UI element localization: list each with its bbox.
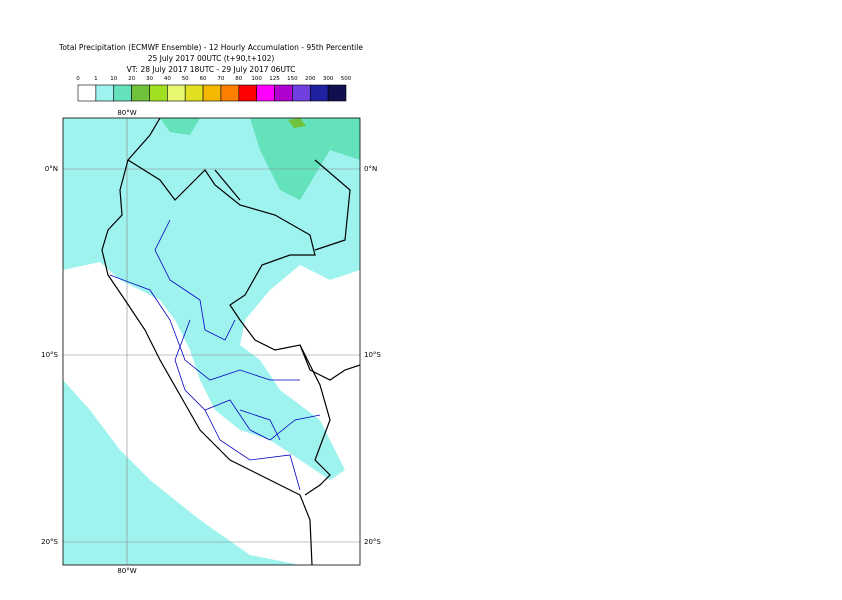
lat-label: 0°N (364, 165, 377, 173)
legend-label: 150 (287, 76, 298, 82)
legend-label: 125 (269, 76, 280, 82)
precip-area (250, 118, 360, 200)
legend-label: 500 (341, 76, 352, 82)
legend-swatch (95, 84, 115, 102)
map (63, 118, 360, 565)
legend-swatch (274, 84, 293, 102)
legend-swatch (77, 84, 97, 102)
legend-swatch (202, 84, 222, 102)
map-frame (62, 117, 361, 566)
lon-label: 80°W (117, 109, 136, 117)
legend: 0 1 10 20 30 40 50 60 70 80 100 125 150 200 300 500 (76, 76, 352, 102)
legend-label: 30 (146, 76, 153, 82)
coastline (101, 118, 313, 565)
legend-label: 10 (110, 76, 117, 82)
subtitle: VT: 28 July 2017 18UTC - 29 July 2017 06… (127, 65, 296, 74)
precip-area (63, 118, 360, 480)
legend-swatch (309, 84, 329, 102)
legend-label: 40 (164, 76, 171, 82)
lat-label: 20°S (364, 538, 381, 546)
legend-swatch (184, 84, 204, 102)
legend-label: 200 (305, 76, 316, 82)
legend-label: 50 (182, 76, 189, 82)
title: Total Precipitation (ECMWF Ensemble) - 1… (58, 43, 363, 52)
lat-label: 20°S (41, 538, 58, 546)
legend-swatch (292, 84, 311, 102)
legend-label: 20 (128, 76, 135, 82)
legend-swatch (167, 84, 186, 102)
lat-label: 10°S (364, 351, 381, 359)
subtitle: 25 July 2017 00UTC (t+90,t+102) (148, 54, 275, 63)
precip-area (63, 380, 300, 565)
legend-label: 100 (251, 76, 262, 82)
lat-label: 10°S (41, 351, 58, 359)
legend-label: 60 (200, 76, 207, 82)
precip-area (288, 118, 306, 128)
lat-label: 0°N (45, 165, 58, 173)
legend-swatch (131, 84, 150, 102)
legend-label: 0 (76, 76, 80, 82)
precip-area (160, 118, 200, 135)
legend-swatch (220, 84, 240, 102)
legend-label: 300 (323, 76, 334, 82)
legend-swatch (327, 84, 347, 102)
legend-swatch (113, 84, 132, 102)
legend-label: 70 (217, 76, 224, 82)
region-borders (109, 219, 321, 491)
legend-swatch (149, 84, 168, 102)
legend-label: 1 (94, 76, 98, 82)
legend-label: 80 (235, 76, 242, 82)
border (127, 159, 360, 496)
lon-label: 80°W (117, 567, 136, 575)
legend-swatch (256, 84, 275, 102)
legend-swatch (238, 84, 257, 102)
